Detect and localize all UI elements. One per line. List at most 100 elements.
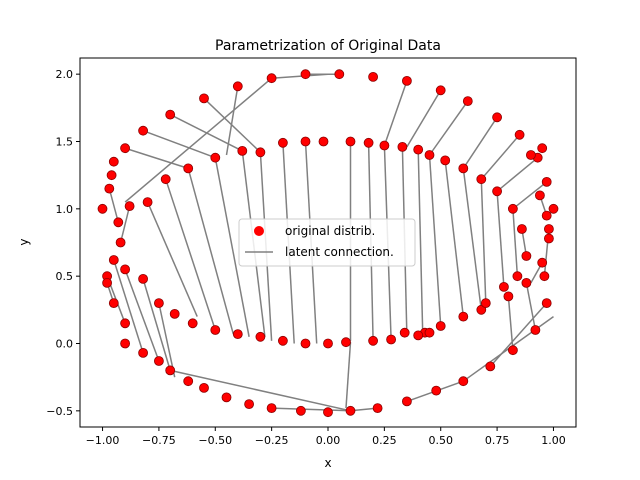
original-distrib-point — [199, 93, 209, 104]
y-axis-label: y — [17, 238, 31, 245]
original-distrib-point — [535, 190, 545, 201]
original-distrib-point — [300, 136, 311, 147]
latent-connection-segment — [496, 157, 539, 192]
original-distrib-point — [379, 140, 390, 151]
original-distrib-point — [498, 281, 509, 292]
original-distrib-point — [113, 217, 124, 228]
original-distrib-point — [153, 298, 164, 309]
legend-label-latent-connection: latent connection. — [285, 245, 394, 259]
original-distrib-point — [345, 405, 356, 416]
original-distrib-point — [431, 385, 442, 396]
original-distrib-point — [521, 277, 532, 288]
original-distrib-point — [318, 136, 329, 147]
latent-connection-segment — [271, 407, 351, 412]
original-distrib-point — [541, 176, 552, 187]
latent-connection-segment — [203, 97, 261, 153]
latent-connection-segment — [496, 191, 505, 287]
latent-connection-segment — [225, 86, 239, 156]
original-distrib-point — [368, 72, 379, 82]
original-distrib-point — [244, 399, 255, 410]
latent-connection-segment — [113, 259, 144, 354]
x-tick-label: 0.00 — [316, 434, 341, 447]
original-distrib-point — [169, 308, 180, 319]
original-distrib-point — [537, 143, 548, 154]
latent-connection-segment — [406, 89, 442, 148]
original-distrib-point — [221, 392, 232, 403]
latent-connection-segment — [124, 147, 189, 170]
original-distrib-point — [120, 318, 130, 329]
y-tick-label: 1.5 — [56, 135, 74, 148]
x-tick-label: −0.75 — [142, 434, 176, 447]
original-distrib-point — [255, 147, 266, 158]
original-distrib-point — [476, 174, 487, 185]
original-distrib-point — [435, 85, 446, 96]
latent-connection-segment — [480, 134, 521, 180]
original-distrib-point — [295, 405, 306, 416]
original-distrib-point — [165, 109, 176, 120]
latent-connection-segment — [428, 100, 469, 156]
x-tick-label: −0.25 — [255, 434, 289, 447]
original-distrib-point — [232, 329, 243, 340]
legend-marker-icon — [254, 226, 264, 236]
y-axis-ticks: −0.5 0.0 0.5 1.0 1.5 2.0 — [46, 68, 80, 418]
x-tick-label: −1.00 — [86, 434, 120, 447]
original-distrib-point — [514, 129, 525, 140]
original-distrib-point — [300, 69, 311, 80]
original-distrib-point — [424, 327, 435, 338]
original-distrib-layer — [97, 69, 559, 418]
original-distrib-point — [165, 365, 176, 376]
original-distrib-point — [323, 407, 333, 418]
original-distrib-point — [266, 403, 277, 414]
original-distrib-point — [183, 163, 194, 174]
original-distrib-point — [517, 224, 527, 234]
original-distrib-point — [413, 330, 424, 341]
original-distrib-point — [108, 255, 119, 265]
original-distrib-point — [363, 137, 374, 148]
latent-connection-segment — [170, 369, 351, 412]
original-distrib-point — [480, 298, 491, 309]
legend-box — [238, 218, 416, 267]
latent-connection-segment — [124, 269, 160, 362]
original-distrib-point — [199, 382, 209, 393]
original-distrib-point — [476, 304, 487, 315]
original-distrib-point — [153, 356, 164, 366]
original-distrib-point — [435, 321, 446, 331]
latent-connection-segment — [512, 208, 519, 277]
latent-connection-segment — [462, 116, 498, 169]
original-distrib-point — [462, 96, 473, 106]
original-distrib-point — [138, 347, 149, 358]
original-distrib-point — [160, 174, 171, 185]
original-distrib-point — [458, 376, 469, 387]
latent-connection-segment — [383, 80, 408, 146]
original-distrib-point — [485, 361, 496, 372]
original-distrib-point — [539, 271, 550, 282]
original-distrib-point — [108, 156, 119, 167]
original-distrib-point — [138, 125, 149, 136]
original-distrib-point — [508, 345, 518, 356]
original-distrib-point — [401, 76, 412, 86]
original-distrib-point — [424, 150, 435, 160]
x-axis-label: x — [324, 456, 331, 470]
original-distrib-point — [397, 141, 408, 152]
latent-connection-segment — [462, 168, 483, 310]
latent-connection-segment — [164, 178, 217, 331]
original-distrib-point — [187, 318, 198, 329]
latent-connection-segment — [444, 160, 465, 317]
original-distrib-point — [210, 152, 221, 163]
latent-connection-segment — [158, 302, 176, 378]
original-distrib-point — [120, 338, 130, 349]
original-distrib-point — [138, 273, 149, 284]
legend: original distrib. latent connection. — [238, 218, 416, 267]
original-distrib-point — [266, 73, 277, 84]
original-distrib-point — [544, 233, 554, 244]
original-distrib-point — [104, 183, 115, 194]
latent-connection-segment — [480, 179, 487, 304]
original-distrib-point — [255, 331, 266, 342]
original-distrib-point — [458, 163, 469, 174]
y-tick-label: 0.5 — [56, 270, 74, 283]
original-distrib-point — [300, 338, 311, 349]
original-distrib-point — [142, 197, 153, 208]
original-distrib-point — [512, 271, 523, 282]
original-distrib-point — [237, 145, 248, 156]
original-distrib-point — [277, 137, 288, 148]
